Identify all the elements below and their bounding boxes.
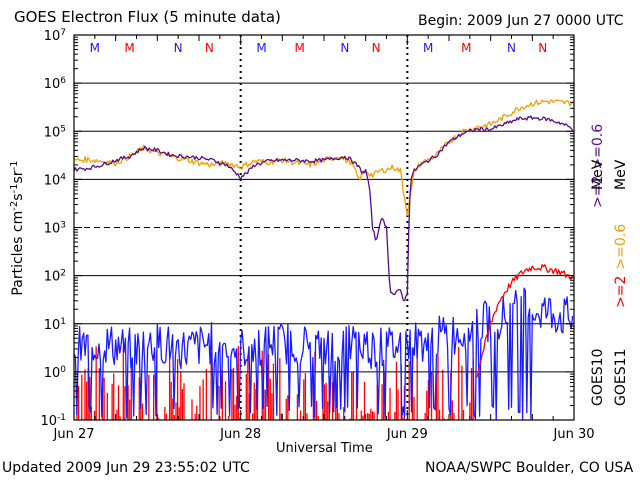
series-line-purple [73,115,574,302]
series-layer [73,99,574,421]
y-tick-label: 100 [44,365,67,381]
y-tick-label: 10-1 [40,413,66,429]
marker-m: M [90,41,100,55]
legend-goes10-energy: >=2>=0.6 [590,124,606,208]
series-line-red [476,264,574,378]
series-line-orange [73,99,573,217]
series-line-blue [73,287,574,421]
begin-time: Begin: 2009 Jun 27 0000 UTC [418,13,624,29]
marker-m: M [423,41,433,55]
y-axis-label: Particles cm-2s-1sr-1 [9,160,27,295]
y-tick-label: 103 [44,221,66,237]
y-tick-label: 107 [44,28,66,44]
marker-m: M [295,41,305,55]
updated-time: Updated 2009 Jun 29 23:55:02 UTC [2,460,250,476]
x-tick-label: Jun 30 [553,427,595,442]
marker-n: N [205,41,214,55]
x-tick-label: Jun 29 [386,427,428,442]
credit: NOAA/SWPC Boulder, CO USA [425,460,634,476]
x-axis-label: Universal Time [276,441,373,456]
ticks-layer [73,34,575,421]
legend-goes11-unit: MeV [613,159,629,190]
marker-n: N [372,41,381,55]
marker-m: M [461,41,471,55]
y-tick-label: 106 [44,76,67,92]
x-tick-label: Jun 28 [219,427,261,442]
marker-n: N [538,41,547,55]
marker-n: N [340,41,349,55]
y-tick-label: 105 [44,124,66,140]
marker-m: M [124,41,134,55]
marker-m: M [256,41,266,55]
marker-n: N [174,41,183,55]
legend-goes10: GOES10 [590,349,606,406]
marker-n: N [507,41,516,55]
y-tick-label: 101 [44,317,66,333]
legend-goes11-energy: >=2>=0.6 [613,224,629,308]
legend-goes11: GOES11 [613,349,629,406]
y-tick-labels: 10-1 100 101 102 103 104 105 106 107 [40,28,66,429]
y-tick-label: 104 [44,172,67,188]
x-tick-labels: Jun 27 Jun 28 Jun 29 Jun 30 [53,427,595,442]
legend-goes10-unit: MeV [590,159,606,190]
chart-title: GOES Electron Flux (5 minute data) [14,8,281,26]
y-tick-label: 102 [44,269,66,285]
x-tick-label: Jun 27 [53,427,95,442]
